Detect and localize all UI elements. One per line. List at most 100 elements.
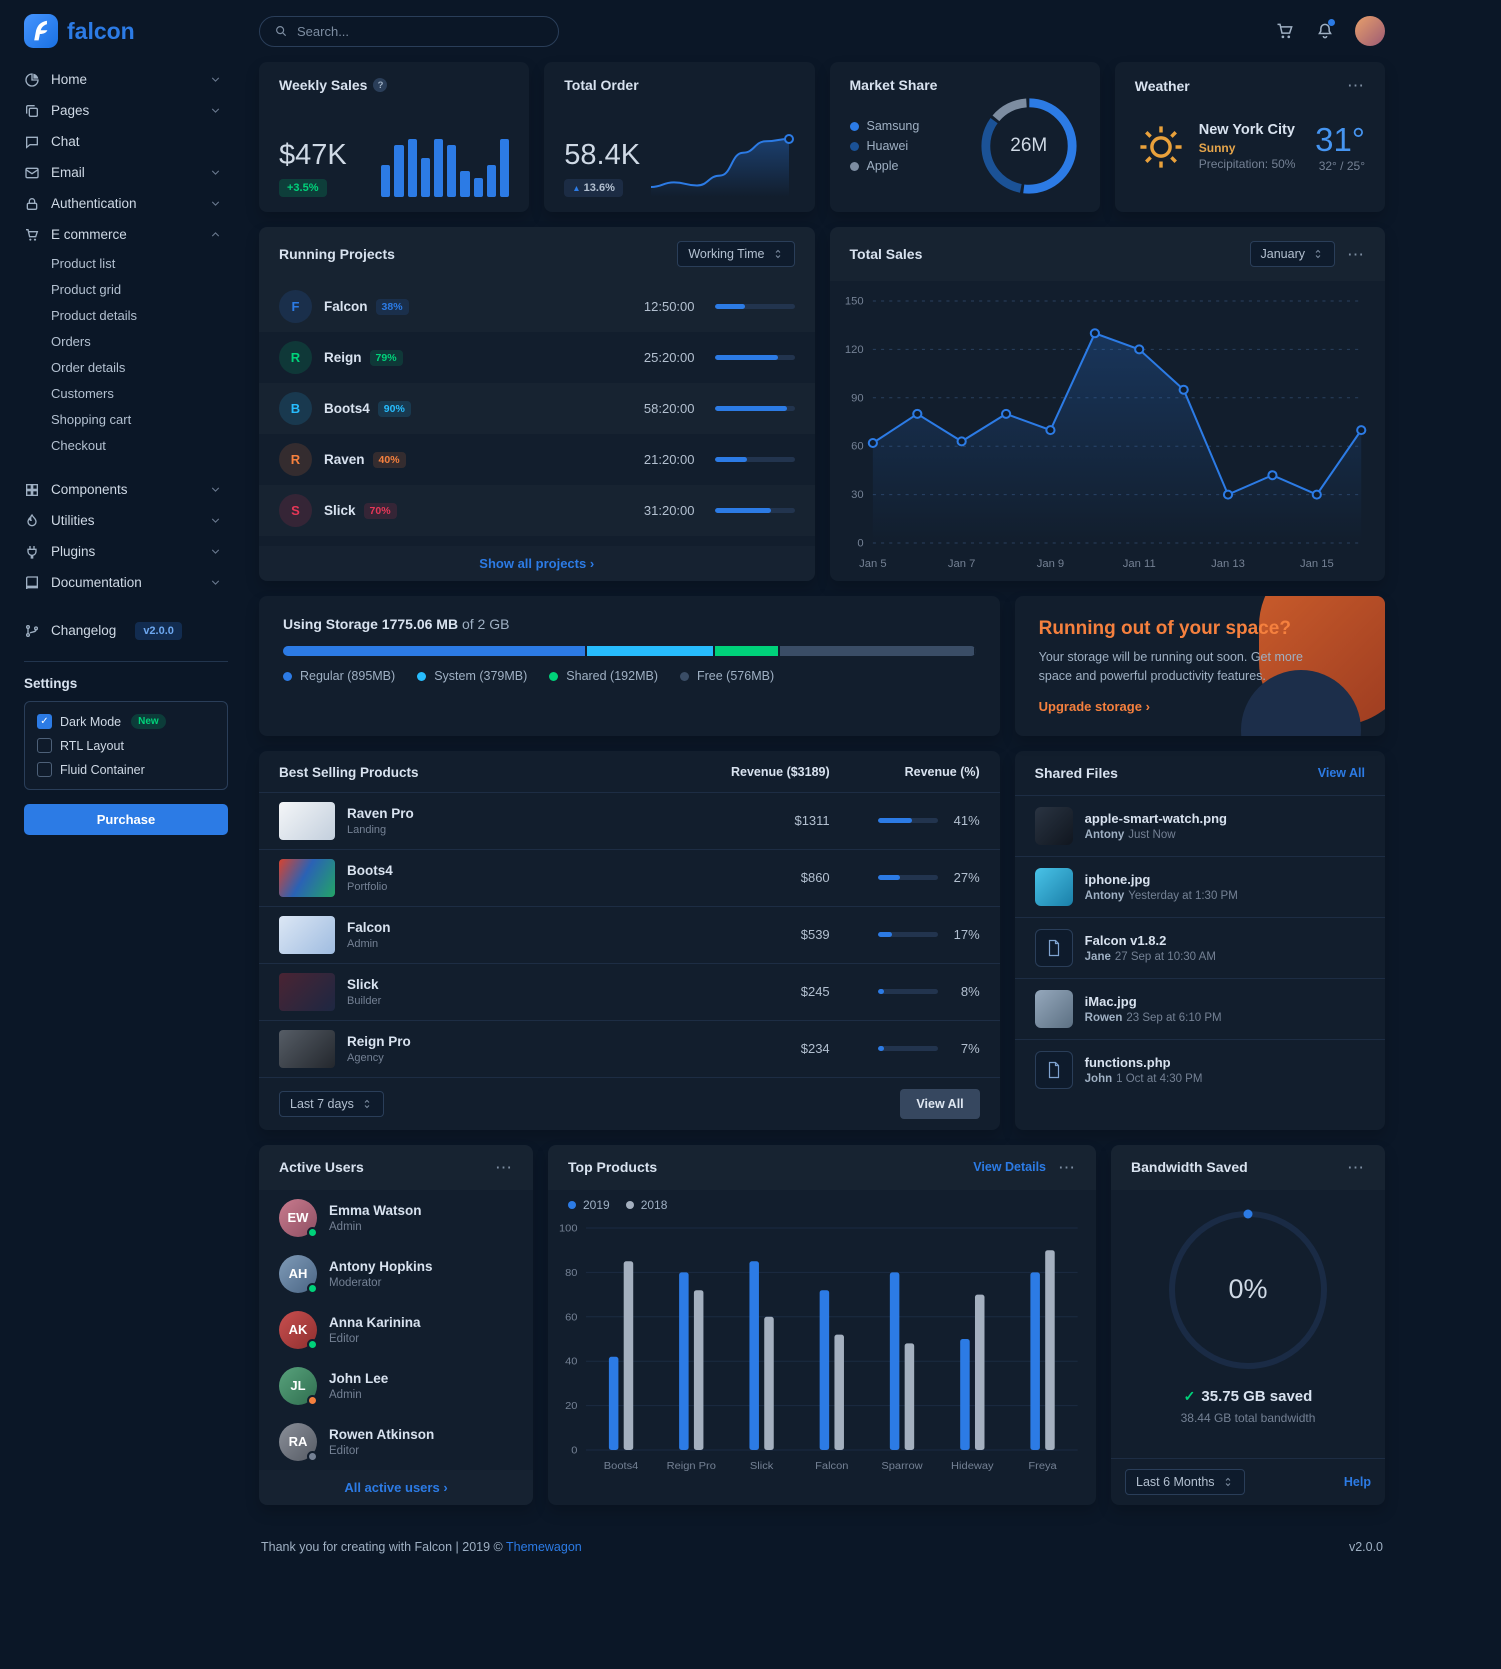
sidebar-item-components[interactable]: Components: [24, 474, 228, 505]
svg-text:Jan 7: Jan 7: [947, 558, 974, 570]
page-footer: Thank you for creating with Falcon | 201…: [259, 1520, 1385, 1582]
cart-icon-button[interactable]: [1275, 21, 1295, 41]
sidebar-item-documentation[interactable]: Documentation: [24, 567, 228, 598]
sidebar-item-ecommerce[interactable]: E commerce: [24, 219, 228, 250]
total-order-chart: [650, 134, 794, 197]
topbar: [259, 0, 1385, 62]
file-name-link[interactable]: apple-smart-watch.png: [1084, 810, 1227, 826]
sidebar-item-pages[interactable]: Pages: [24, 95, 228, 126]
product-name-link[interactable]: Raven Pro: [347, 805, 414, 821]
project-progress-bar: [714, 304, 795, 309]
rtl-layout-toggle[interactable]: ✓ RTL Layout: [37, 738, 215, 753]
legend-item: Free (576MB): [680, 669, 774, 683]
search-box: [259, 15, 559, 47]
bandwidth-percent: 0%: [1228, 1274, 1268, 1305]
checkbox-icon[interactable]: ✓: [37, 714, 52, 729]
view-details-link[interactable]: View Details: [973, 1160, 1046, 1175]
copy-icon: [24, 103, 40, 119]
show-all-projects-link[interactable]: Show all projects ›: [479, 556, 595, 571]
view-all-link[interactable]: View All: [1317, 765, 1365, 780]
topbar-actions: [1275, 16, 1385, 46]
notifications-bell-button[interactable]: [1315, 19, 1335, 41]
project-name-link[interactable]: Boots4: [324, 401, 370, 416]
sidebar-item-changelog[interactable]: Changelog v2.0.0: [24, 614, 228, 647]
month-select[interactable]: January: [1249, 241, 1335, 267]
user-name-link[interactable]: Anna Karinina: [329, 1314, 421, 1330]
svg-text:40: 40: [565, 1356, 577, 1368]
sidebar-item-authentication[interactable]: Authentication: [24, 188, 228, 219]
app-layout: falcon Home Pages Chat Email: [24, 0, 1386, 1582]
sidebar-subitem-product-grid[interactable]: Product grid: [51, 281, 122, 297]
last-6-months-select[interactable]: Last 6 Months: [1125, 1468, 1245, 1495]
product-name-link[interactable]: Boots4: [347, 862, 393, 878]
fluid-container-toggle[interactable]: ✓ Fluid Container: [37, 762, 215, 777]
sidebar-item-label: Chat: [51, 134, 80, 149]
setting-label: RTL Layout: [60, 738, 124, 753]
themewagon-link[interactable]: Themewagon: [506, 1539, 582, 1554]
user-avatar[interactable]: [1355, 16, 1385, 46]
checkbox-icon[interactable]: ✓: [37, 738, 52, 753]
sidebar-subitem-checkout[interactable]: Checkout: [51, 437, 106, 453]
product-name-link[interactable]: Slick: [347, 976, 379, 992]
projects-list: F Falcon 38% 12:50:00 R Reign 79% 25:20:…: [259, 281, 815, 546]
storage-segment: [715, 646, 781, 656]
svg-text:Jan 11: Jan 11: [1122, 558, 1155, 570]
sidebar-subitem-order-details[interactable]: Order details: [51, 359, 126, 375]
total-sales-chart: 0 30 60 90 120 150 Jan 5 Jan 7 Jan 9 Jan 11 Jan 13…: [830, 281, 1386, 581]
sidebar-item-utilities[interactable]: Utilities: [24, 505, 228, 536]
project-row: R Reign 79% 25:20:00: [259, 332, 815, 383]
user-name-link[interactable]: Antony Hopkins: [329, 1258, 433, 1274]
project-name-link[interactable]: Slick: [324, 503, 356, 518]
card-menu-button[interactable]: ⋯: [495, 1157, 513, 1177]
sidebar-subitem-orders[interactable]: Orders: [51, 333, 91, 349]
project-avatar: B: [279, 392, 312, 425]
legend-item: System (379MB): [417, 669, 527, 683]
product-name-link[interactable]: Reign Pro: [347, 1033, 411, 1049]
envelope-icon: [24, 165, 40, 181]
sidebar-item-email[interactable]: Email: [24, 157, 228, 188]
upgrade-storage-link[interactable]: Upgrade storage ›: [1038, 698, 1150, 714]
sidebar-item-chat[interactable]: Chat: [24, 126, 228, 157]
brand-logo[interactable]: falcon: [24, 14, 228, 48]
product-name-link[interactable]: Falcon: [347, 919, 391, 935]
sidebar-subitem-customers[interactable]: Customers: [51, 385, 114, 401]
last-7-days-select[interactable]: Last 7 days: [279, 1090, 384, 1117]
checkbox-icon[interactable]: ✓: [37, 762, 52, 777]
legend-dot: [417, 671, 427, 681]
file-name-link[interactable]: iphone.jpg: [1084, 871, 1151, 887]
fire-icon: [24, 513, 40, 529]
all-active-users-link[interactable]: All active users ›: [344, 1479, 448, 1495]
card-menu-button[interactable]: ⋯: [1347, 1157, 1365, 1177]
purchase-button[interactable]: Purchase: [24, 804, 228, 835]
project-name-link[interactable]: Raven: [324, 452, 365, 467]
project-name-link[interactable]: Reign: [324, 350, 362, 365]
sidebar-item-plugins[interactable]: Plugins: [24, 536, 228, 567]
user-row: AK Anna Karinina Editor: [259, 1302, 533, 1358]
sidebar-item-label: E commerce: [51, 227, 127, 242]
working-time-select[interactable]: Working Time: [677, 241, 795, 267]
file-name-link[interactable]: iMac.jpg: [1084, 993, 1137, 1009]
card-menu-button[interactable]: ⋯: [1347, 244, 1365, 264]
help-icon[interactable]: ?: [373, 78, 388, 92]
file-name-link[interactable]: functions.php: [1084, 1054, 1171, 1070]
storage-legend: Regular (895MB) System (379MB) Shared (1…: [283, 669, 976, 683]
search-input[interactable]: [297, 23, 544, 39]
sidebar-subitem-product-details[interactable]: Product details: [51, 307, 137, 323]
sidebar-subitem-product-list[interactable]: Product list: [51, 255, 116, 271]
running-projects-card: Running Projects Working Time F Falcon 3…: [259, 227, 815, 581]
card-menu-button[interactable]: ⋯: [1347, 76, 1365, 95]
view-all-button[interactable]: View All: [900, 1088, 980, 1119]
card-menu-button[interactable]: ⋯: [1058, 1157, 1076, 1177]
sidebar-item-home[interactable]: Home: [24, 64, 228, 95]
dark-mode-toggle[interactable]: ✓ Dark Mode New: [37, 714, 215, 729]
user-name-link[interactable]: John Lee: [329, 1370, 389, 1386]
product-revenue: $1311: [794, 813, 830, 829]
help-link[interactable]: Help: [1343, 1474, 1371, 1489]
table-row: Reign Pro Agency $234 7%: [259, 1019, 1000, 1077]
product-thumbnail: [279, 1029, 335, 1068]
project-name-link[interactable]: Falcon: [324, 299, 368, 314]
file-name-link[interactable]: Falcon v1.8.2: [1084, 932, 1167, 948]
user-name-link[interactable]: Rowen Atkinson: [329, 1426, 435, 1442]
sidebar-subitem-shopping-cart[interactable]: Shopping cart: [51, 411, 132, 427]
user-name-link[interactable]: Emma Watson: [329, 1202, 422, 1218]
